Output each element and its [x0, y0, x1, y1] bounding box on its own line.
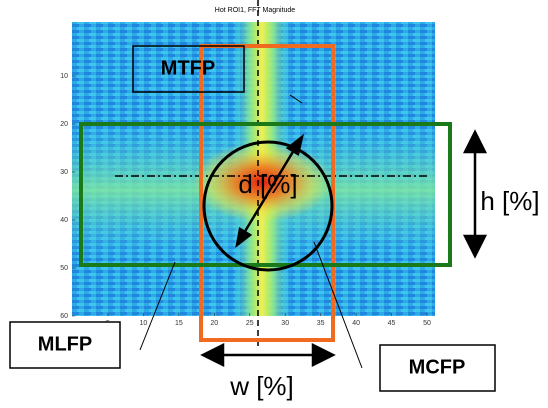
- x-tick-label: 15: [175, 320, 183, 327]
- mcfp-region: [202, 140, 334, 272]
- mcfp-box: [379, 344, 496, 392]
- x-tick-label: 35: [317, 320, 325, 327]
- mlfp-region: [79, 122, 452, 267]
- y-tick-label: 10: [60, 73, 68, 80]
- y-tick-label: 60: [60, 313, 68, 320]
- x-tick-label: 40: [352, 320, 360, 327]
- mlfp-label: MLFP: [38, 333, 92, 355]
- mtfp-region: [199, 44, 335, 342]
- x-tick-label: 25: [246, 320, 254, 327]
- x-tick-label: 20: [210, 320, 218, 327]
- mcfp-label: MCFP: [409, 356, 466, 378]
- y-tick-label: 30: [60, 169, 68, 176]
- y-tick-label: 20: [60, 121, 68, 128]
- x-tick-label: 30: [281, 320, 289, 327]
- arrows: [139, 94, 488, 369]
- x-tick-label: 45: [388, 320, 396, 327]
- heatmap: [72, 22, 435, 316]
- mtfp-label: MTFP: [161, 57, 215, 79]
- d-label: d [%]: [238, 169, 297, 199]
- y-tick-label: 50: [60, 265, 68, 272]
- y-tick-label: 40: [60, 217, 68, 224]
- plot-title: Hot ROI1, FFT Magnitude: [215, 7, 296, 14]
- x-tick-label: 50: [423, 320, 431, 327]
- x-tick-label: 10: [140, 320, 148, 327]
- h-label: h [%]: [480, 186, 539, 216]
- mtfp-box: [132, 45, 245, 93]
- mlfp-box: [9, 321, 121, 369]
- w-label: w [%]: [229, 371, 294, 401]
